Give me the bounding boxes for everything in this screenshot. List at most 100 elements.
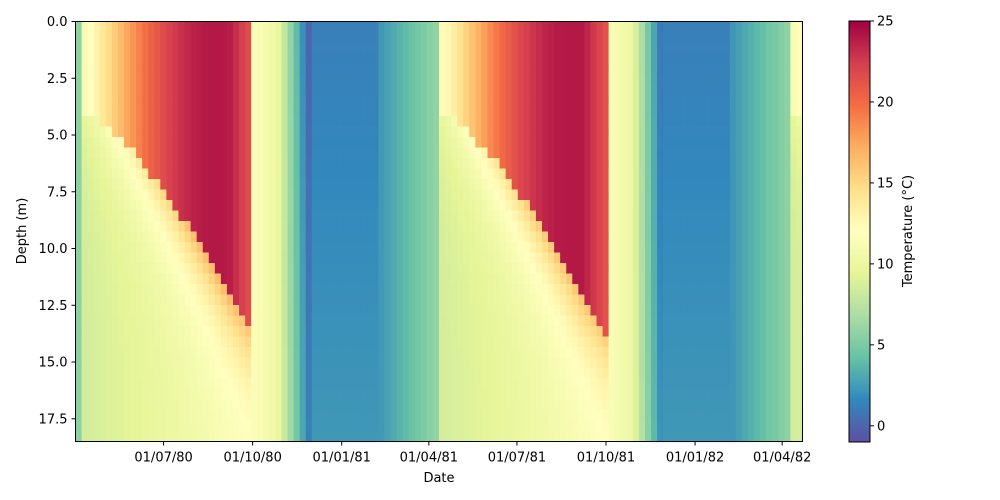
heatmap-cell — [499, 200, 507, 212]
heatmap-cell — [566, 21, 573, 33]
heatmap-cell — [354, 315, 361, 327]
heatmap-cell — [754, 200, 761, 212]
heatmap-cell — [651, 84, 658, 96]
heatmap-cell — [766, 147, 773, 159]
heatmap-cell — [420, 420, 428, 432]
heatmap-cell — [166, 273, 174, 285]
heatmap-cell — [226, 336, 234, 348]
heatmap-cell — [378, 147, 386, 159]
heatmap-cell — [275, 357, 283, 369]
heatmap-cell — [275, 95, 283, 107]
heatmap-cell — [560, 273, 567, 285]
heatmap-cell — [154, 137, 161, 149]
heatmap-cell — [384, 242, 392, 254]
heatmap-cell — [342, 284, 349, 296]
heatmap-cell — [136, 378, 143, 390]
heatmap-cell — [378, 221, 386, 233]
heatmap-cell — [111, 284, 119, 296]
heatmap-cell — [669, 294, 676, 306]
heatmap-cell — [414, 53, 422, 65]
heatmap-cell — [614, 263, 622, 275]
heatmap-cell — [154, 284, 161, 296]
heatmap-cell — [420, 137, 428, 149]
heatmap-cell — [729, 137, 737, 149]
heatmap-cell — [408, 284, 416, 296]
heatmap-cell — [348, 116, 355, 128]
heatmap-cell — [644, 326, 652, 338]
heatmap-cell — [481, 21, 489, 33]
heatmap-cell — [360, 336, 367, 348]
heatmap-cell — [663, 242, 670, 254]
heatmap-cell — [148, 158, 155, 170]
heatmap-cell — [451, 42, 458, 54]
heatmap-cell — [560, 315, 567, 327]
heatmap-cell — [523, 147, 531, 159]
heatmap-cell — [87, 284, 95, 296]
heatmap-cell — [336, 137, 343, 149]
heatmap-cell — [275, 368, 283, 380]
heatmap-cell — [451, 368, 458, 380]
heatmap-cell — [269, 158, 277, 170]
heatmap-cell — [705, 105, 713, 117]
heatmap-cell — [693, 168, 701, 180]
heatmap-cell — [529, 74, 537, 86]
heatmap-cell — [123, 357, 131, 369]
heatmap-cell — [245, 336, 252, 348]
heatmap-cell — [329, 53, 337, 65]
heatmap-cell — [566, 200, 573, 212]
heatmap-cell — [287, 137, 295, 149]
heatmap-cell — [669, 263, 676, 275]
heatmap-cell — [517, 168, 525, 180]
heatmap-cell — [317, 158, 325, 170]
heatmap-cell — [220, 179, 228, 191]
heatmap-cell — [245, 210, 252, 222]
heatmap-cell — [723, 63, 731, 75]
heatmap-cell — [426, 399, 434, 411]
heatmap-cell — [729, 326, 737, 338]
heatmap-cell — [548, 147, 555, 159]
heatmap-cell — [614, 84, 622, 96]
heatmap-cell — [517, 431, 525, 443]
heatmap-cell — [408, 399, 416, 411]
heatmap-cell — [111, 53, 119, 65]
heatmap-cell — [584, 389, 592, 401]
heatmap-cell — [275, 263, 283, 275]
heatmap-cell — [638, 336, 646, 348]
heatmap-cell — [214, 410, 222, 422]
heatmap-cell — [638, 263, 646, 275]
heatmap-cell — [226, 137, 234, 149]
heatmap-cell — [620, 336, 628, 348]
heatmap-cell — [384, 336, 392, 348]
heatmap-cell — [481, 137, 489, 149]
heatmap-cell — [669, 74, 676, 86]
heatmap-cell — [287, 42, 295, 54]
heatmap-cell — [439, 420, 446, 432]
heatmap-cell — [517, 273, 525, 285]
heatmap-cell — [632, 420, 640, 432]
heatmap-cell — [154, 242, 161, 254]
heatmap-cell — [396, 179, 404, 191]
heatmap-cell — [717, 294, 725, 306]
heatmap-cell — [293, 126, 301, 138]
heatmap-cell — [220, 200, 228, 212]
heatmap-cell — [160, 21, 167, 33]
heatmap-cell — [214, 158, 222, 170]
heatmap-cell — [287, 273, 295, 285]
heatmap-cell — [384, 252, 392, 264]
heatmap-cell — [105, 263, 113, 275]
heatmap-cell — [220, 357, 228, 369]
heatmap-cell — [463, 74, 470, 86]
heatmap-cell — [445, 336, 452, 348]
heatmap-cell — [402, 305, 410, 317]
heatmap-cell — [329, 284, 337, 296]
heatmap-cell — [663, 231, 670, 243]
heatmap-cell — [663, 116, 670, 128]
heatmap-cell — [481, 294, 489, 306]
heatmap-cell — [784, 105, 791, 117]
heatmap-cell — [311, 42, 319, 54]
heatmap-cell — [239, 168, 246, 180]
heatmap-cell — [317, 105, 325, 117]
heatmap-cell — [457, 420, 464, 432]
heatmap-cell — [336, 284, 343, 296]
